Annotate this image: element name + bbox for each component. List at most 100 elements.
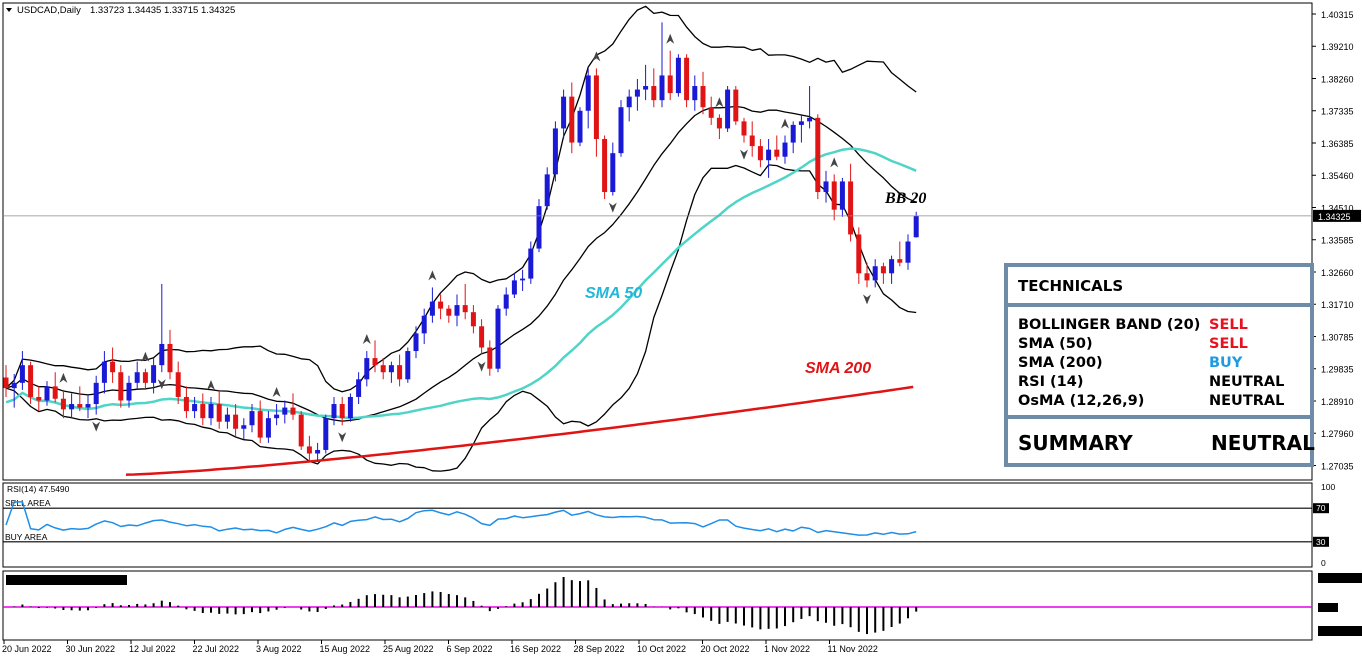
candle-body xyxy=(306,446,312,454)
date-label: 20 Jun 2022 xyxy=(2,644,52,654)
ohlc-values: 1.33723 1.34435 1.33715 1.34325 xyxy=(90,5,235,16)
candle-body xyxy=(667,75,673,94)
candle-body xyxy=(167,343,173,373)
fractal-down-arrow xyxy=(863,294,871,305)
date-label: 15 Aug 2022 xyxy=(320,644,371,654)
technicals-header: TECHNICALS xyxy=(1008,267,1310,307)
candle-body xyxy=(733,89,739,122)
candle-body xyxy=(446,308,452,316)
price-label: 1.34510 xyxy=(1321,203,1354,213)
candle-body xyxy=(405,351,411,380)
rsi-sell-area: SELL AREA xyxy=(5,498,51,508)
candle-body xyxy=(577,110,583,143)
fractal-up-arrow xyxy=(781,118,789,129)
indicator-signal: BUY xyxy=(1209,355,1243,371)
candle-body xyxy=(651,86,657,101)
candle-body xyxy=(602,139,608,193)
candle-body xyxy=(536,206,542,249)
candle-body xyxy=(118,372,124,401)
summary-divider xyxy=(1008,415,1310,419)
date-label: 30 Jun 2022 xyxy=(66,644,116,654)
candle-body xyxy=(429,301,435,316)
candle-body xyxy=(897,259,903,263)
date-label: 10 Oct 2022 xyxy=(637,644,686,654)
candle-body xyxy=(413,333,419,352)
candle-body xyxy=(716,117,722,129)
indicator-name: BOLLINGER BAND (20) xyxy=(1018,317,1201,333)
candle-body xyxy=(749,135,755,147)
bollinger-middle xyxy=(5,105,917,422)
candle-body xyxy=(725,89,731,129)
indicator-name: OsMA (12,26,9) xyxy=(1018,393,1145,409)
date-label: 11 Nov 2022 xyxy=(828,644,878,654)
candle-body xyxy=(675,57,681,94)
date-label: 1 Nov 2022 xyxy=(764,644,810,654)
candle-body xyxy=(134,372,140,383)
date-label: 3 Aug 2022 xyxy=(256,644,302,654)
technicals-row: SMA (50) SELL xyxy=(1018,336,1306,355)
technicals-row: RSI (14) NEUTRAL xyxy=(1018,374,1306,393)
date-label: 6 Sep 2022 xyxy=(447,644,493,654)
candle-body xyxy=(126,382,132,401)
rsi-buy-area: BUY AREA xyxy=(5,532,48,542)
candle-body xyxy=(692,86,698,101)
candle-body xyxy=(208,404,214,419)
current-price-box xyxy=(1313,209,1361,222)
candle-body xyxy=(192,404,198,412)
candle-body xyxy=(274,414,280,419)
candle-body xyxy=(798,121,804,125)
candle-body xyxy=(831,181,837,210)
candle-body xyxy=(142,372,148,383)
candle-body xyxy=(175,372,181,397)
price-label: 1.27035 xyxy=(1321,461,1354,471)
candle-body xyxy=(85,404,91,408)
price-label: 1.28910 xyxy=(1321,397,1354,407)
candle-body xyxy=(257,411,263,438)
candle-body xyxy=(544,174,550,207)
price-label: 1.30785 xyxy=(1321,332,1354,342)
candle-body xyxy=(511,280,517,295)
bollinger-lower xyxy=(5,164,917,472)
fractal-down-arrow xyxy=(608,202,617,213)
candle-body xyxy=(880,266,886,274)
fractal-up-arrow xyxy=(362,334,371,345)
rsi-line xyxy=(5,501,917,536)
price-label: 1.31710 xyxy=(1321,300,1354,310)
candle-body xyxy=(626,96,632,108)
candle-body xyxy=(487,347,493,369)
candle-body xyxy=(774,149,780,157)
candle-body xyxy=(77,404,83,408)
candle-body xyxy=(364,358,370,380)
date-label: 16 Sep 2022 xyxy=(510,644,561,654)
price-label: 1.35460 xyxy=(1321,171,1354,181)
candle-body xyxy=(741,121,747,136)
candle-body xyxy=(618,107,624,154)
price-label: 1.39210 xyxy=(1321,42,1354,52)
candle-body xyxy=(52,386,58,399)
candle-body xyxy=(110,361,116,373)
candle-body xyxy=(520,278,526,281)
candle-body xyxy=(282,407,288,415)
candle-body xyxy=(839,181,845,210)
price-label: 1.33585 xyxy=(1321,236,1354,246)
candle-body xyxy=(356,379,362,397)
summary-value: NEUTRAL xyxy=(1211,431,1315,455)
chart-title: USDCAD,Daily xyxy=(17,5,81,16)
candle-body xyxy=(183,396,189,412)
indicator-signal: NEUTRAL xyxy=(1209,374,1285,390)
fractal-down-arrow xyxy=(157,379,166,390)
candle-body xyxy=(290,407,296,415)
fractal-down-arrow xyxy=(740,149,748,160)
sma-50-line xyxy=(5,147,917,420)
candle-body xyxy=(462,305,468,313)
osma-pane-frame xyxy=(2,570,1313,641)
candle-body xyxy=(44,386,50,401)
candle-body xyxy=(913,215,919,238)
candle-body xyxy=(249,411,255,426)
candle-body xyxy=(569,96,575,143)
candle-body xyxy=(454,305,460,316)
candle-body xyxy=(848,181,854,235)
indicator-signal: SELL xyxy=(1209,336,1248,352)
price-label: 1.29835 xyxy=(1321,365,1354,375)
